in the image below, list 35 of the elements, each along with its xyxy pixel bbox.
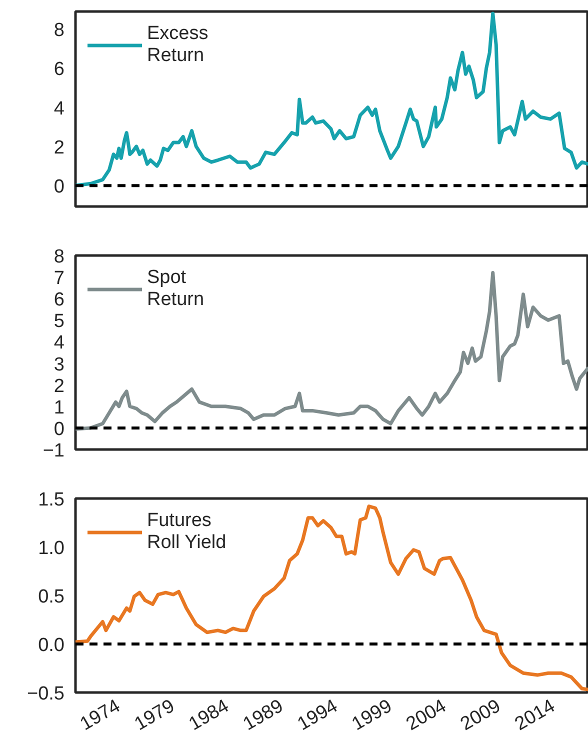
x-tick-label: 2009 bbox=[457, 696, 504, 736]
y-tick-label: 1.0 bbox=[38, 538, 65, 559]
y-tick-label: −0.5 bbox=[26, 684, 65, 704]
x-tick-label: 1989 bbox=[240, 696, 287, 736]
y-tick-label: 6 bbox=[54, 59, 65, 80]
y-tick-label: 3 bbox=[54, 354, 65, 376]
y-tick-label: 0 bbox=[54, 176, 65, 198]
y-tick-label: 4 bbox=[54, 332, 65, 354]
y-tick-label: 1 bbox=[54, 397, 65, 418]
x-tick-label: 2014 bbox=[512, 695, 560, 736]
legend-label: Futures Roll Yield bbox=[147, 510, 226, 554]
y-tick-label: −1 bbox=[42, 440, 65, 462]
y-tick-label: 0.5 bbox=[38, 586, 65, 608]
y-tick-label: 7 bbox=[54, 268, 65, 290]
x-tick-label: 2004 bbox=[402, 695, 450, 736]
line-series bbox=[76, 504, 588, 692]
y-tick-label: 8 bbox=[54, 20, 65, 42]
x-tick-label: 1974 bbox=[76, 695, 124, 736]
x-tick-label: 1999 bbox=[348, 696, 396, 736]
legend-label: Spot Return bbox=[147, 267, 204, 311]
x-tick-label: 1994 bbox=[294, 695, 342, 736]
line-series bbox=[76, 270, 588, 431]
line-series bbox=[76, 12, 588, 188]
y-tick-label: 2 bbox=[54, 137, 65, 158]
y-tick-label: 2 bbox=[54, 376, 65, 397]
y-tick-label: 0 bbox=[54, 418, 65, 440]
y-tick-label: 6 bbox=[54, 290, 65, 311]
y-tick-label: 4 bbox=[54, 98, 65, 120]
y-tick-label: 0.0 bbox=[38, 635, 65, 656]
legend-label: Excess Return bbox=[147, 23, 208, 67]
y-tick-label: 8 bbox=[54, 246, 65, 268]
x-tick-label: 1979 bbox=[131, 696, 178, 736]
y-tick-label: 5 bbox=[54, 311, 65, 332]
x-tick-label: 1984 bbox=[185, 695, 233, 736]
y-tick-label: 1.5 bbox=[38, 490, 65, 510]
